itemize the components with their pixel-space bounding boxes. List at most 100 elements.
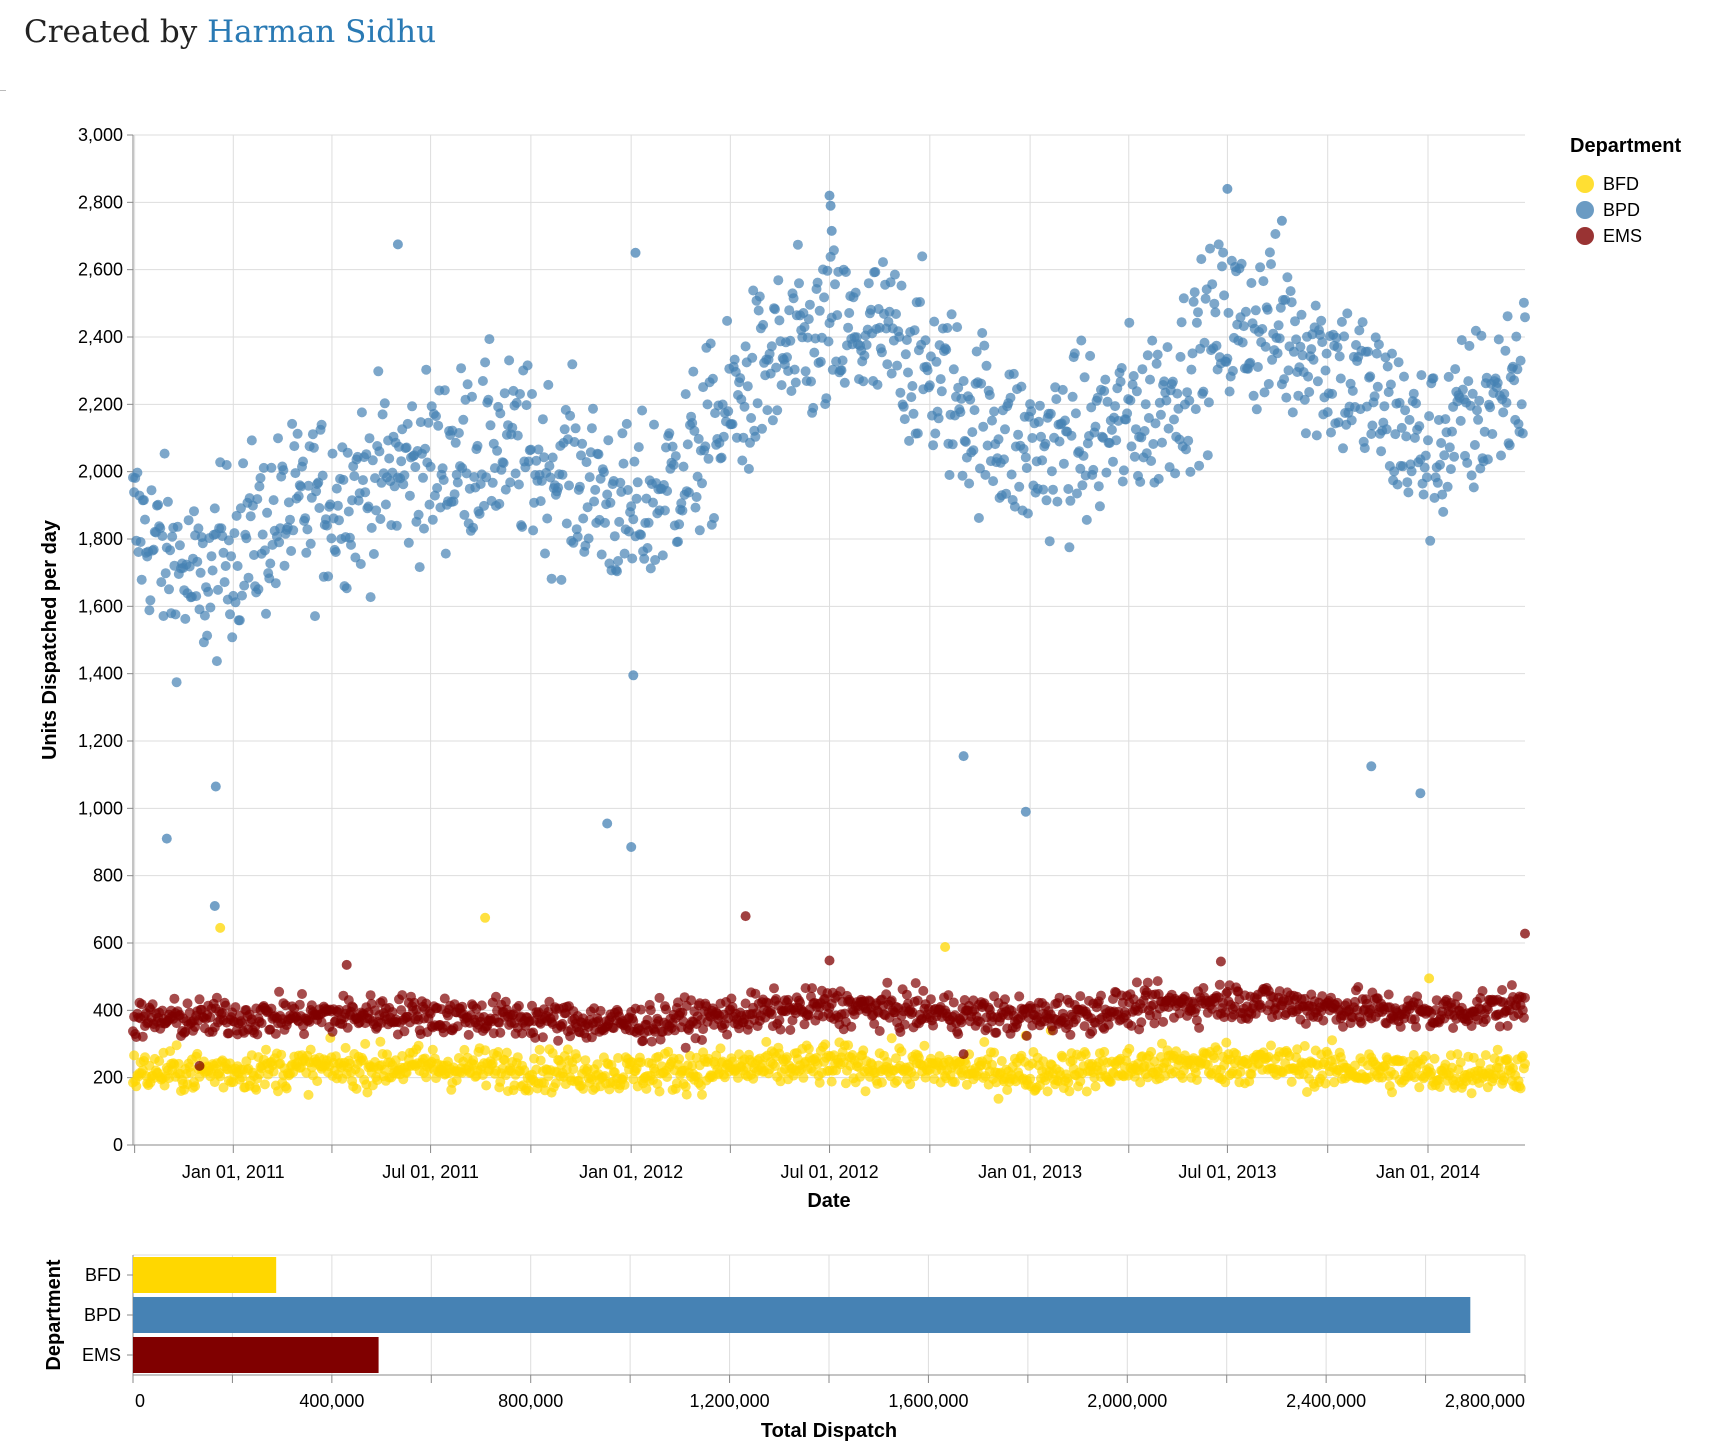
data-point <box>274 537 285 548</box>
data-point <box>1115 376 1126 387</box>
data-point <box>1096 990 1106 1001</box>
legend-swatch <box>1576 227 1594 245</box>
data-point <box>1266 259 1276 270</box>
data-point <box>1202 450 1213 461</box>
data-point <box>209 503 220 514</box>
data-point <box>418 472 428 483</box>
data-point <box>289 441 300 452</box>
data-point <box>1184 395 1195 406</box>
data-point <box>694 525 705 536</box>
data-point <box>1048 484 1058 495</box>
data-point <box>427 1044 438 1055</box>
data-point <box>265 558 276 569</box>
data-point <box>1041 495 1052 506</box>
data-point <box>567 359 578 370</box>
data-point <box>1149 1018 1160 1029</box>
data-point <box>904 435 915 446</box>
data-point <box>310 611 320 622</box>
data-point <box>515 389 525 399</box>
data-point <box>631 493 642 504</box>
data-point <box>1424 411 1435 422</box>
data-point <box>645 563 656 574</box>
data-point <box>968 445 979 456</box>
data-point <box>860 1086 871 1097</box>
data-point <box>1350 996 1360 1007</box>
data-point <box>1498 407 1509 418</box>
data-point <box>1064 1086 1075 1097</box>
data-point <box>453 428 464 438</box>
data-point <box>710 408 721 419</box>
data-point <box>1042 1086 1053 1097</box>
data-point <box>617 428 628 439</box>
data-point <box>1306 344 1317 355</box>
data-point <box>1350 1060 1360 1071</box>
data-point <box>1110 401 1121 412</box>
data-point <box>540 548 550 559</box>
data-point <box>636 1004 646 1015</box>
data-point <box>1496 450 1506 461</box>
data-point <box>499 1055 510 1066</box>
data-point <box>1099 386 1110 396</box>
data-point <box>533 444 544 455</box>
data-point <box>690 502 701 513</box>
data-point <box>380 499 391 510</box>
data-point <box>1390 429 1401 440</box>
data-point <box>929 316 940 327</box>
data-point <box>451 469 462 480</box>
y-tick-label: 400 <box>93 1000 123 1020</box>
data-point <box>586 423 597 434</box>
data-point <box>1266 1040 1276 1051</box>
data-point <box>1281 392 1292 403</box>
data-point <box>307 429 318 440</box>
data-point <box>468 522 479 533</box>
data-point <box>866 304 876 315</box>
data-point <box>1069 348 1080 359</box>
data-point <box>1335 373 1346 384</box>
data-point <box>404 490 415 501</box>
x-tick-label: Jul 01, 2013 <box>1178 1162 1276 1182</box>
data-point <box>316 1017 327 1028</box>
data-point <box>580 1055 591 1066</box>
data-point <box>1367 420 1378 431</box>
data-point <box>1223 307 1234 318</box>
data-point <box>1063 1077 1074 1088</box>
data-point <box>1329 1077 1340 1088</box>
data-point <box>603 435 614 446</box>
data-point <box>977 328 988 338</box>
data-point <box>1025 1073 1036 1084</box>
data-point <box>283 497 294 508</box>
data-point <box>646 1036 657 1047</box>
author-link[interactable]: Harman Sidhu <box>207 14 437 50</box>
data-point <box>1383 387 1394 398</box>
data-point <box>305 1044 316 1055</box>
data-point <box>225 609 235 620</box>
data-point <box>500 996 511 1007</box>
data-point <box>458 414 469 425</box>
data-point <box>500 484 511 495</box>
data-point <box>356 407 367 418</box>
data-point <box>661 1004 671 1015</box>
data-point <box>438 475 449 485</box>
data-point <box>1303 371 1314 382</box>
data-point <box>285 514 295 525</box>
data-point <box>546 573 557 584</box>
data-point <box>349 471 360 482</box>
data-point <box>1169 414 1179 425</box>
data-point <box>1026 406 1037 417</box>
data-point <box>256 1018 267 1029</box>
data-point <box>687 1060 698 1071</box>
data-point <box>531 455 542 466</box>
data-point <box>431 411 441 422</box>
data-point <box>928 440 939 451</box>
data-point <box>1080 1049 1091 1060</box>
data-point <box>571 524 582 535</box>
data-point <box>557 469 568 480</box>
data-point <box>373 366 384 377</box>
data-point <box>1452 991 1463 1002</box>
data-point <box>680 1081 691 1092</box>
data-point <box>1176 317 1187 328</box>
data-point <box>469 472 480 482</box>
data-point <box>717 399 728 410</box>
data-point <box>480 357 491 368</box>
